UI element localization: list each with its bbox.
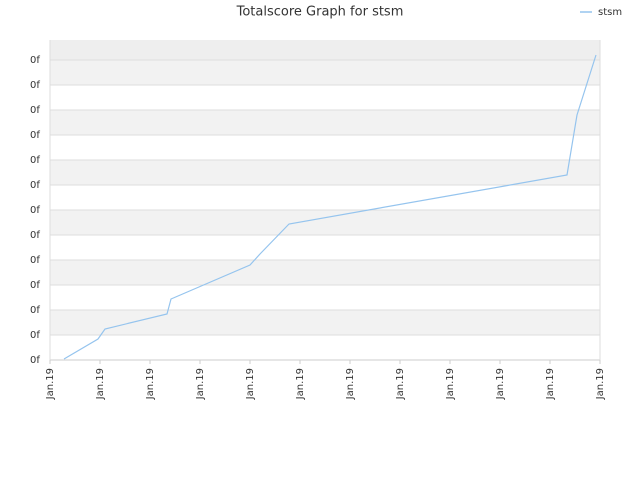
y-tick-label: 0f [30,255,40,266]
data-line [63,54,597,360]
x-tick-label: Jan.19 [145,368,156,400]
plot-band [50,210,600,235]
y-tick-label: 0f [30,230,40,241]
y-tick-label: 0f [30,180,40,191]
plot-band [50,310,600,335]
y-tick-label: 0f [30,105,40,116]
y-tick-label: 0f [30,205,40,216]
plot-band [50,260,600,285]
y-tick-label: 0f [30,80,40,91]
plot-band [50,110,600,135]
x-tick-label: Jan.19 [95,368,106,400]
plot-background [50,40,600,360]
x-tick-label: Jan.19 [195,368,206,400]
plot-band [50,40,600,60]
y-tick-label: 0f [30,330,40,341]
y-tick-label: 0f [30,280,40,291]
plot-band [50,160,600,185]
x-tick-label: Jan.19 [345,368,356,400]
x-tick-label: Jan.19 [445,368,456,400]
x-tick-label: Jan.19 [45,368,56,400]
y-tick-label: 0f [30,55,40,66]
y-tick-label: 0f [30,130,40,141]
y-tick-label: 0f [30,355,40,366]
chart-title: Totalscore Graph for stsm [236,5,404,20]
x-tick-label: Jan.19 [545,368,556,400]
x-tick-label: Jan.19 [595,368,606,400]
y-tick-label: 0f [30,305,40,316]
x-tick-label: Jan.19 [495,368,506,400]
x-tick-label: Jan.19 [395,368,406,400]
legend-label: stsm [598,7,622,18]
x-tick-label: Jan.19 [295,368,306,400]
y-tick-label: 0f [30,155,40,166]
plot-band [50,60,600,85]
x-tick-label: Jan.19 [245,368,256,400]
